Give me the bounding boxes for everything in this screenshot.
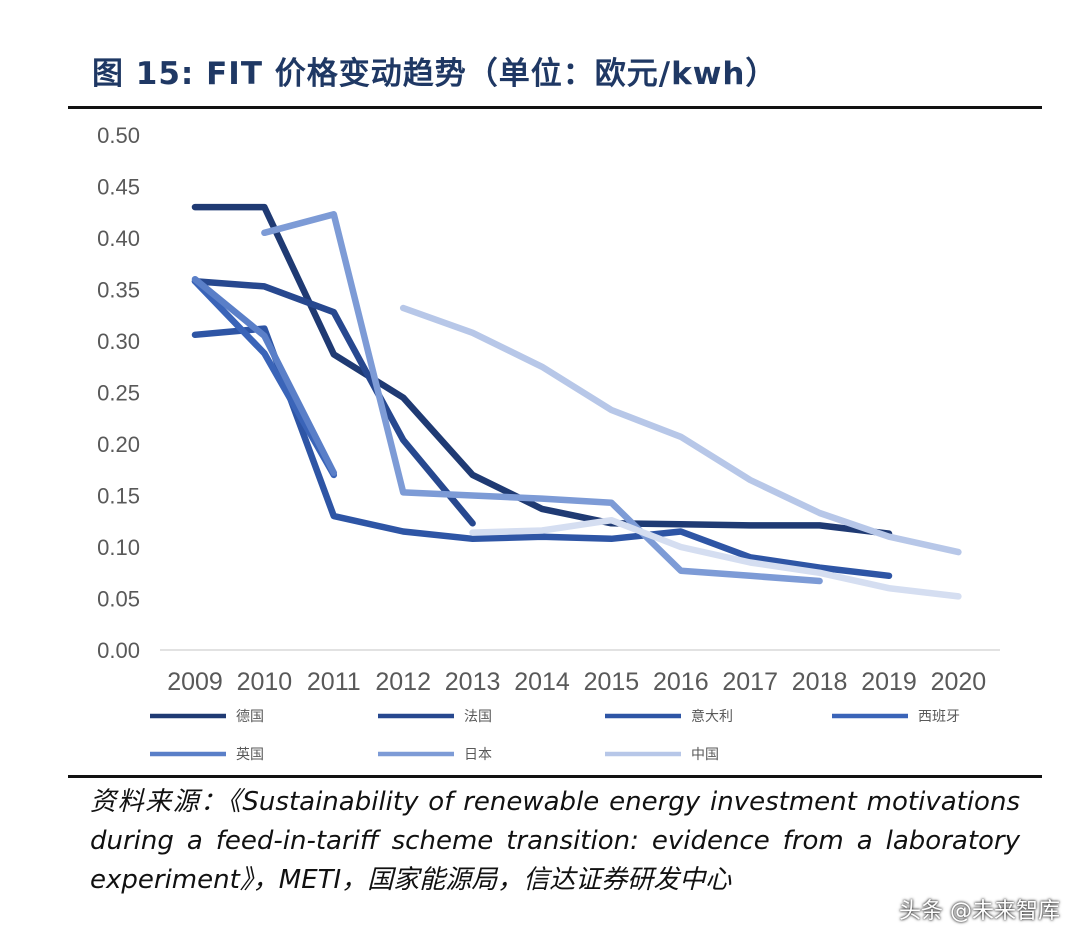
x-tick-label: 2019 (861, 668, 917, 696)
top-divider (68, 106, 1042, 109)
legend-label: 西班牙 (918, 709, 960, 725)
y-tick-label: 0.00 (97, 638, 140, 663)
legend-label: 意大利 (691, 708, 733, 725)
y-axis-ticks: 0.00 0.05 0.10 0.15 0.20 0.25 0.30 0.35 0.40 0.45… (97, 123, 140, 663)
line-chart: 0.00 0.05 0.10 0.15 0.20 0.25 0.30 0.35 0.40 0.45… (97, 123, 1000, 763)
watermark: 头条 @未来智库 (899, 899, 1060, 924)
y-tick-label: 0.45 (97, 175, 140, 200)
series-lines (191, 203, 962, 600)
legend-label: 英国 (236, 746, 264, 763)
bottom-divider (68, 775, 1042, 778)
page-title: 图 15: FIT 价格变动趋势（单位：欧元/kwh） (92, 56, 778, 92)
y-tick-label: 0.20 (97, 432, 140, 457)
legend-label: 德国 (236, 709, 264, 725)
x-tick-label: 2012 (375, 668, 431, 696)
x-tick-label: 2020 (931, 668, 987, 696)
y-tick-label: 0.10 (97, 535, 140, 560)
y-tick-label: 0.15 (97, 484, 140, 509)
y-tick-label: 0.40 (97, 226, 140, 251)
x-tick-label: 2017 (722, 668, 778, 696)
y-tick-label: 0.30 (97, 329, 140, 354)
y-tick-label: 0.50 (97, 123, 140, 148)
series-line (191, 278, 338, 479)
series-line (191, 275, 338, 477)
x-tick-label: 2011 (307, 668, 361, 696)
y-tick-label: 0.35 (97, 278, 140, 303)
x-tick-label: 2018 (792, 668, 848, 696)
series-line (191, 278, 476, 527)
x-tick-label: 2014 (514, 668, 570, 696)
series-line (469, 516, 962, 600)
x-tick-label: 2010 (237, 668, 293, 696)
legend-label: 日本 (464, 747, 492, 763)
x-tick-label: 2009 (167, 668, 223, 696)
series-line (261, 211, 823, 585)
series-line (399, 304, 962, 556)
legend-label: 中国 (691, 747, 719, 763)
x-tick-label: 2013 (445, 668, 501, 696)
legend-label: 法国 (464, 709, 492, 725)
x-axis-ticks: 2009 2010 2011 2012 2013 2014 2015 2016 2017 2018… (167, 668, 986, 696)
x-tick-label: 2016 (653, 668, 709, 696)
series-line (191, 325, 893, 580)
y-tick-label: 0.05 (97, 587, 140, 612)
y-tick-label: 0.25 (97, 381, 140, 406)
source-note: 资料来源：《Sustainability of renewable energy… (90, 787, 1020, 895)
x-tick-label: 2015 (584, 668, 640, 696)
